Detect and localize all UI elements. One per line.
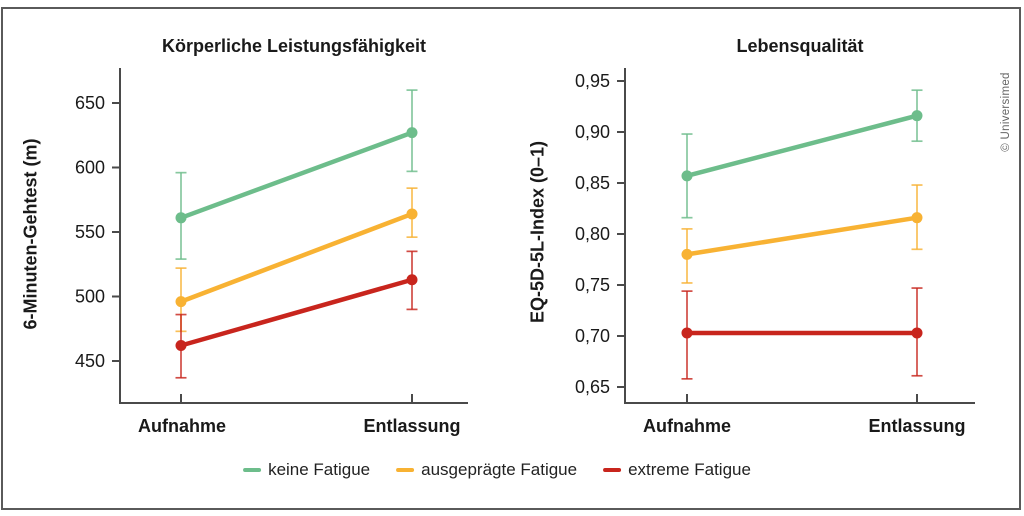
y-tick-label: 0,80 [575,224,610,244]
right-y-axis-label: EQ-5D-5L-Index (0–1) [527,140,548,324]
data-point [406,208,418,220]
series-line [178,130,415,221]
series-line [684,215,920,257]
data-point [175,212,187,224]
legend: keine Fatigue ausgeprägte Fatigue extrem… [243,460,751,480]
y-tick-label: 450 [75,351,105,371]
legend-item-keine-fatigue: keine Fatigue [243,460,370,480]
y-tick-label: 0,70 [575,326,610,346]
legend-item-ausgepraegte-fatigue: ausgeprägte Fatigue [396,460,577,480]
left-y-axis-label: 6-Minuten-Gehtest (m) [20,138,41,330]
y-tick-label: 600 [75,158,105,178]
left-chart-title: Körperliche Leistungsfähigkeit [161,36,427,56]
right-x-category-aufnahme: Aufnahme [642,416,732,436]
legend-swatch-yellow [396,468,415,472]
data-point [406,274,418,286]
data-point [681,327,693,339]
y-tick-label: 550 [75,222,105,242]
right-x-category-entlassung: Entlassung [868,416,966,436]
y-tick-label: 0,95 [575,71,610,91]
y-tick-label: 0,65 [575,377,610,397]
legend-label: keine Fatigue [268,460,371,479]
data-point [681,170,693,182]
y-tick-label: 0,85 [575,173,610,193]
legend-label: extreme Fatigue [628,460,751,479]
left-x-category-entlassung: Entlassung [363,416,461,436]
legend-label: ausgeprägte Fatigue [421,460,578,479]
series-line [684,113,920,179]
legend-swatch-red [603,468,622,472]
series-line [178,211,415,304]
data-point [681,248,693,260]
data-point [406,127,418,139]
left-x-category-aufnahme: Aufnahme [137,416,227,436]
data-point [175,296,187,308]
y-tick-label: 0,90 [575,122,610,142]
data-point [911,212,923,224]
data-point [911,327,923,339]
data-point [911,110,923,122]
right-chart-title: Lebensqualität [736,36,864,56]
copyright-credit: © Universimed [1000,72,1012,152]
y-tick-label: 0,75 [575,275,610,295]
data-point [175,340,187,352]
legend-item-extreme-fatigue: extreme Fatigue [603,460,751,480]
series-line [178,277,415,348]
y-tick-label: 500 [75,287,105,307]
legend-swatch-green [243,468,262,472]
y-tick-label: 650 [75,93,105,113]
